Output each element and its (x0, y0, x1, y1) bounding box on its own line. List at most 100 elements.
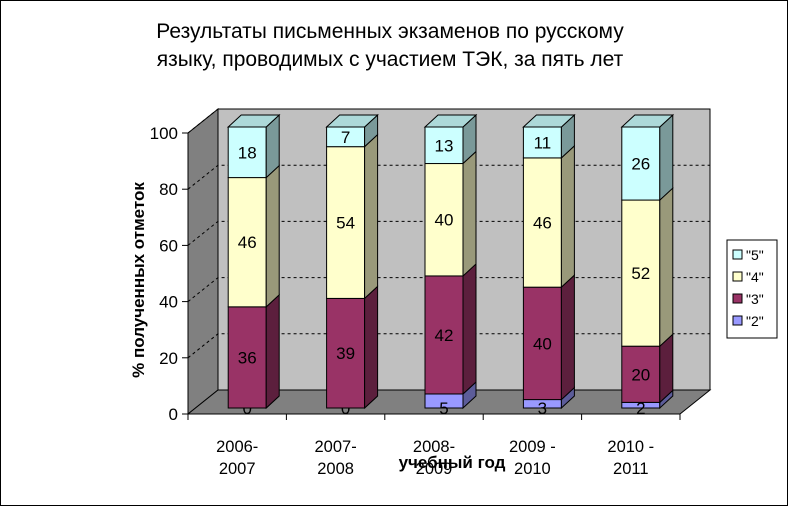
bar-segment: 36 (227, 293, 280, 410)
data-label: 13 (435, 136, 454, 155)
side-wall (187, 107, 219, 416)
bar-segment: 46 (227, 164, 280, 308)
bar-segment: 7 (325, 113, 379, 148)
legend-label: "4" (746, 269, 764, 285)
bar-segment-front (621, 126, 661, 201)
legend-swatch (732, 249, 743, 260)
bar-segment-side (265, 293, 280, 410)
bar-segment: 40 (424, 150, 477, 278)
y-tick-label: 80 (159, 180, 178, 199)
bar-segment-top (226, 114, 281, 128)
bar-segment-side (364, 133, 379, 300)
bar-segment: 42 (424, 262, 477, 396)
bar-segment-side (265, 164, 280, 308)
x-category-label-line: 2011 (613, 460, 648, 478)
bar-segment-top (423, 114, 478, 128)
x-category-label-line: 2006- (216, 438, 258, 456)
x-category-label-line: 2009 (416, 460, 453, 478)
data-label: 20 (631, 365, 650, 384)
bar-segment-side (560, 144, 575, 289)
y-tick-label: 60 (159, 236, 178, 255)
bar-segment-front (326, 146, 366, 299)
bar-segment-front (326, 297, 366, 409)
bar-segment-front (227, 126, 267, 179)
bar-segment: 54 (326, 133, 379, 300)
bar-segment: 18 (226, 113, 281, 179)
bar-segment: 40 (522, 274, 575, 401)
bar-segment-side (659, 186, 674, 348)
bar-segment: 52 (621, 186, 674, 348)
data-label: 3 (538, 399, 547, 418)
data-label: 54 (336, 214, 355, 233)
bar-segment: 5 (424, 380, 477, 418)
x-axis: 2006- 2007 2007- 2008 2008- 2009 2009 - 2010 201… (187, 413, 681, 478)
bar-segment: 11 (522, 113, 576, 160)
legend-item: "4" (732, 269, 764, 285)
y-tick-label: 0 (169, 405, 178, 424)
legend-item: "3" (732, 291, 764, 307)
x-category-label: 2007- 2008 (314, 438, 356, 478)
bar-segment-top (620, 114, 675, 128)
legend-label: "2" (746, 313, 764, 329)
bar-segment: 20 (621, 333, 674, 404)
bars: 0364618039547542401334046112205226 (226, 113, 675, 418)
x-category-label: 2009 - 2010 (509, 438, 556, 478)
x-category-label-line: 2010 (514, 460, 551, 478)
x-category-label: 2008- 2009 (413, 438, 455, 478)
data-label: 42 (435, 326, 454, 345)
x-category-label-line: 2010 - (607, 438, 654, 456)
chart-title: Результаты письменных экзаменов по русск… (60, 18, 720, 74)
bar-segment-side (462, 262, 477, 396)
y-axis: 0 20 40 60 80 100 (150, 124, 189, 424)
y-tick-label: 100 (150, 124, 178, 143)
bar-segment-side (560, 274, 575, 401)
y-tick-label: 20 (159, 349, 178, 368)
legend: "5" "4" "3" "2" (726, 239, 778, 339)
bar-segment-front (522, 286, 562, 401)
bar-segment-side (659, 113, 674, 202)
x-category-label-line: 2009 - (509, 438, 556, 456)
chart-title-line-2: языку, проводимых с участием ТЭК, за пят… (156, 48, 624, 71)
legend-item: "2" (732, 313, 764, 329)
bar-segment-side (364, 285, 379, 410)
x-category-label: 2006- 2007 (216, 438, 258, 478)
data-label: 46 (533, 214, 552, 233)
x-category-label: 2010 - 2011 (607, 438, 654, 478)
legend-swatch (732, 315, 743, 326)
bar-segment: 46 (522, 144, 575, 289)
x-axis-title: учебный год (399, 453, 506, 472)
bar-segment: 26 (620, 113, 675, 202)
y-tick-label: 40 (159, 293, 178, 312)
data-label: 40 (435, 211, 454, 230)
data-label: 40 (533, 334, 552, 353)
x-category-label-line: 2007- (314, 438, 356, 456)
bar-segment-front (522, 157, 562, 288)
data-label: 0 (242, 399, 251, 418)
x-category-label-line: 2008- (413, 438, 455, 456)
data-label: 11 (534, 133, 552, 152)
bar-segment-front (227, 177, 267, 308)
bar-segment-front (621, 199, 661, 347)
y-axis-title: % полученных отметок (129, 182, 148, 378)
legend-swatch (732, 271, 743, 282)
bar-segment: 13 (423, 113, 478, 165)
data-label: 46 (238, 233, 257, 252)
data-label: 26 (631, 155, 650, 174)
x-category-label-line: 2007 (219, 460, 256, 478)
legend-swatch (732, 293, 743, 304)
data-label: 36 (238, 348, 257, 367)
data-label: 39 (336, 344, 355, 363)
data-label: 2 (636, 399, 645, 418)
gridline (187, 108, 710, 134)
bar-segment-top (325, 114, 379, 128)
bar-segment: 39 (326, 285, 379, 410)
chart-title-line-1: Результаты письменных экзаменов по русск… (156, 20, 624, 43)
data-label: 7 (341, 128, 350, 147)
legend-label: "3" (746, 291, 764, 307)
data-label: 52 (631, 264, 650, 283)
bar-segment-side (462, 150, 477, 278)
bar-segment-top (522, 114, 576, 128)
legend-item: "5" (732, 247, 764, 263)
data-label: 5 (439, 399, 448, 418)
